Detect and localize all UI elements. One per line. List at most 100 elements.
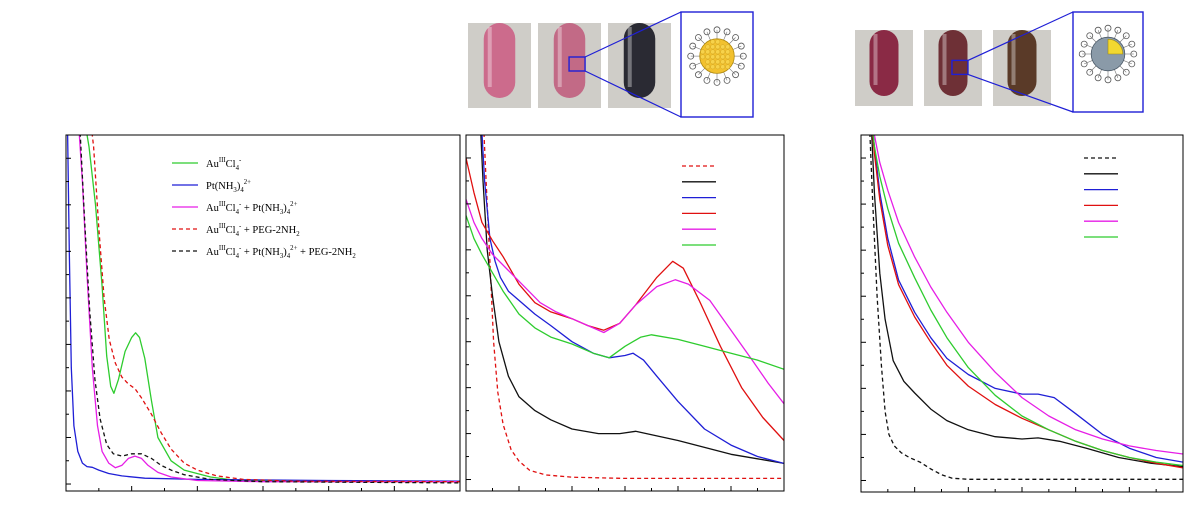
plot-frame [465,134,785,492]
ligand-chain [1114,30,1119,39]
ligand-chain [732,45,742,50]
ligand-chain [732,62,742,67]
vial-solution [623,23,656,98]
ligand-mark [1128,60,1136,68]
atom-mark [710,64,716,70]
atom-mark [720,59,726,65]
ligand-chain [698,37,705,45]
vial-solution [1007,30,1037,96]
vial-solution [938,30,968,96]
vial-highlight [1011,34,1016,85]
vial-highlight [627,27,632,87]
ligand-chain [1119,65,1127,73]
atom-mark [725,59,731,65]
series-line-1 [869,135,1183,480]
ligand-mark [695,34,702,41]
vial-solution [869,30,899,96]
ligand-mark [723,28,731,36]
ligand-chain [1097,69,1102,78]
series-line-1 [86,135,460,483]
ligand-mark [703,28,711,36]
chart-panel-1: AuIIICl4- Pt(NH3)42+ AuIIICl4- + Pt(NH3)42… [65,134,461,492]
legend-label: AuIIICl4- + Pt(NH3)42+ [206,201,298,216]
ligand-chain [1123,60,1132,65]
chart-panel-2 [465,134,785,492]
ligand-chain [706,71,711,81]
atom-mark [725,44,731,50]
ligand-chain [1089,35,1097,43]
zoom-box [568,56,586,72]
atom-mark [705,49,711,55]
zoom-connector [967,73,1074,113]
ligand-mark [737,42,745,50]
ligand-mark [1114,26,1122,34]
ligand-mark [1094,26,1102,34]
series-line-3 [872,135,1183,463]
ligand-chain [1119,35,1127,43]
atom-mark [710,54,716,60]
series-line-5 [79,135,460,484]
atom-mark [715,49,721,55]
legend-label: Pt(NH3)42+ [206,179,251,194]
atom-mark [720,49,726,55]
ligand-mark [723,76,731,84]
vial-highlight [487,27,492,87]
atom-mark [715,39,721,45]
atom-mark [705,44,711,50]
ligand-mark [1114,74,1122,82]
sample-photo-2 [855,11,1144,113]
series-line-5 [466,199,784,405]
ligand-chain [729,68,736,75]
atom-mark [710,39,716,45]
ligand-chain [729,37,736,45]
ligand-chain [1097,30,1102,39]
ligand-chain [723,31,728,41]
ligand-mark [1086,32,1094,40]
ligand-mark [689,62,697,70]
ligand-mark [1080,60,1088,68]
atom-mark [715,59,721,65]
series-line-3 [78,135,460,483]
atom-mark [720,54,726,60]
atom-mark [720,64,726,70]
series-line-5 [873,135,1183,455]
ligand-chain [1084,43,1093,48]
atom-mark [700,49,706,55]
sample-photo-1 [468,11,754,118]
zoom-connector [584,70,682,118]
ligand-mark [1094,74,1102,82]
ligand-mark [732,71,739,79]
atom-mark [725,49,731,55]
vial-highlight [942,34,947,85]
ligand-mark [703,76,711,84]
atom-mark [710,49,716,55]
atom-mark [715,64,721,70]
chart-panel-3 [860,134,1184,493]
zoom-connector [584,11,682,58]
nanoparticle-core-wedge [1107,38,1124,55]
ligand-mark [1128,40,1136,48]
legend-label: AuIIICl4- + Pt(NH3)42+ + PEG-2NH2 [206,245,356,260]
vial-solution [483,23,516,98]
plot-frame [65,134,461,492]
vial-highlight [873,34,878,85]
ligand-mark [1122,32,1130,40]
atom-mark [725,54,731,60]
legend-label: AuIIICl4- [206,157,242,172]
ligand-mark [737,62,745,70]
series-line-2 [66,135,460,482]
ligand-mark [695,71,702,79]
ligand-chain [1123,43,1132,48]
ligand-chain [706,31,711,41]
ligand-chain [692,45,702,50]
ligand-mark [1122,68,1130,76]
legend-label: AuIIICl4- + PEG-2NH2 [206,223,300,238]
ligand-chain [698,68,705,75]
series-line-6 [872,135,1183,467]
atom-mark [715,44,721,50]
atom-mark [715,54,721,60]
series-line-4 [872,135,1183,469]
ligand-mark [689,42,697,50]
atom-mark [700,54,706,60]
